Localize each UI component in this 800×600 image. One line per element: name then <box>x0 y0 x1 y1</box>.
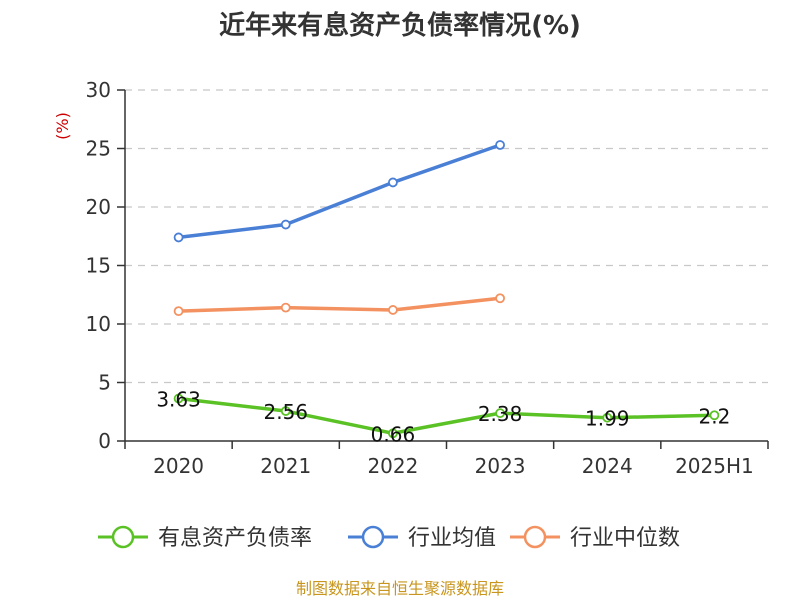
y-tick-label: 5 <box>98 371 111 395</box>
y-tick-label: 0 <box>98 429 111 453</box>
data-point <box>388 428 398 439</box>
data-point <box>495 293 505 304</box>
x-tick-label: 2022 <box>367 454 418 478</box>
y-tick-label: 10 <box>86 312 111 336</box>
data-label: 1.99 <box>585 407 630 431</box>
legend: 有息资产负债率 行业均值 行业中位数 <box>98 525 680 551</box>
data-point <box>388 177 398 188</box>
y-tick-label: 20 <box>86 195 111 219</box>
series-line <box>178 296 501 313</box>
y-axis-label: (%) <box>53 112 72 140</box>
data-point <box>388 305 398 315</box>
legend-marker <box>111 525 135 549</box>
legend-marker <box>361 525 385 549</box>
data-point <box>280 302 291 313</box>
series-group <box>173 140 720 439</box>
series-line <box>178 396 715 436</box>
data-point <box>602 412 613 423</box>
data-point <box>173 393 184 404</box>
source-note: 制图数据来自恒生聚源数据库 <box>296 579 504 598</box>
data-label: 0.66 <box>371 422 416 446</box>
x-tick-label: 2025H1 <box>675 454 754 478</box>
data-point <box>495 408 505 419</box>
series-line <box>178 143 501 240</box>
data-point <box>495 140 505 150</box>
y-tick-label: 30 <box>86 78 111 102</box>
axes: 0 5 10 15 20 25 30 2020 2021 2022 2023 2024 2025H1 <box>86 78 769 478</box>
legend-label: 有息资产负债率 <box>158 526 312 551</box>
gridlines <box>125 89 768 384</box>
chart-title: 近年来有息资产负债率情况(%) <box>219 10 581 41</box>
y-tick-label: 25 <box>86 137 111 161</box>
legend-marker <box>523 525 547 549</box>
y-tick-label: 15 <box>86 254 111 278</box>
data-point <box>709 410 720 421</box>
data-point <box>173 306 184 317</box>
x-tick-label: 2020 <box>153 454 204 478</box>
x-tick-label: 2023 <box>475 454 526 478</box>
data-labels: 3.63 2.56 0.66 2.38 1.99 2.2 <box>156 388 730 447</box>
x-tick-label: 2021 <box>260 454 311 478</box>
data-label: 2.56 <box>263 400 308 424</box>
data-point <box>280 219 291 230</box>
data-label: 2.2 <box>699 404 731 428</box>
legend-label: 行业均值 <box>408 526 496 551</box>
data-point <box>173 232 184 243</box>
data-label: 2.38 <box>478 402 523 426</box>
data-label: 3.63 <box>156 388 201 412</box>
x-tick-label: 2024 <box>582 454 633 478</box>
data-point <box>280 406 291 416</box>
legend-label: 行业中位数 <box>570 526 680 551</box>
